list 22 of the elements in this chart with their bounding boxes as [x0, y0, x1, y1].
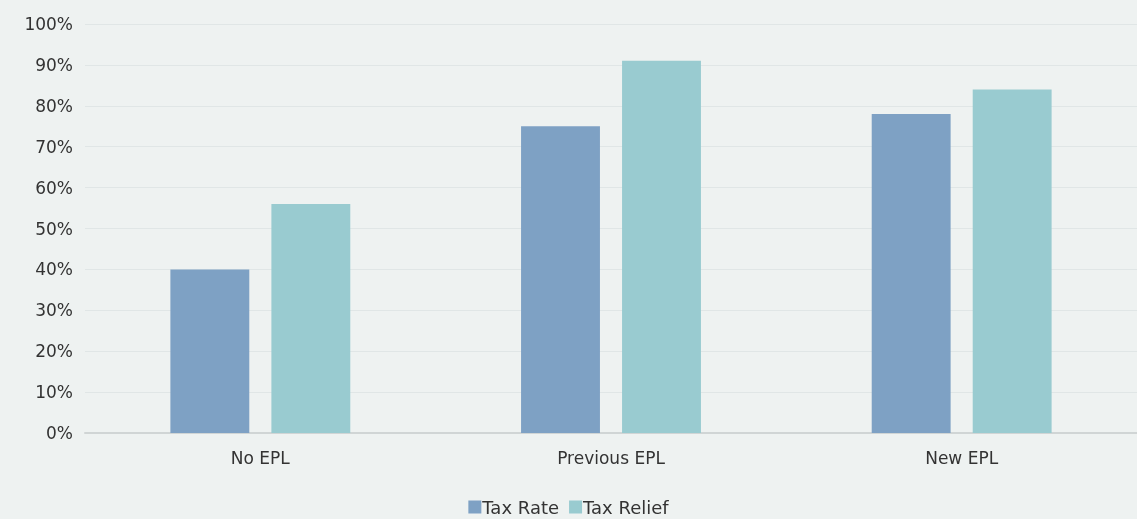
y-tick-label: 50% — [35, 218, 73, 239]
x-tick-label: Previous EPL — [557, 447, 666, 468]
x-tick-label: New EPL — [925, 447, 999, 468]
legend-label: Tax Relief — [582, 496, 670, 518]
y-tick-label: 70% — [35, 136, 73, 157]
legend-label: Tax Rate — [481, 496, 560, 518]
bar — [521, 126, 600, 433]
bar — [622, 60, 701, 433]
y-tick-label: 90% — [35, 54, 73, 75]
bar — [871, 113, 951, 433]
y-tick-label: 60% — [35, 177, 73, 198]
y-tick-label: 0% — [46, 423, 73, 443]
bar — [170, 269, 250, 433]
y-tick-label: 10% — [35, 382, 73, 403]
x-tick-label: No EPL — [230, 447, 291, 468]
y-tick-label: 100% — [24, 14, 73, 34]
bar — [271, 203, 351, 433]
y-tick-label: 80% — [35, 95, 73, 116]
y-tick-label: 30% — [35, 300, 73, 321]
y-tick-label: 20% — [35, 341, 73, 362]
y-tick-label: 40% — [35, 259, 73, 280]
bar — [972, 89, 1052, 433]
